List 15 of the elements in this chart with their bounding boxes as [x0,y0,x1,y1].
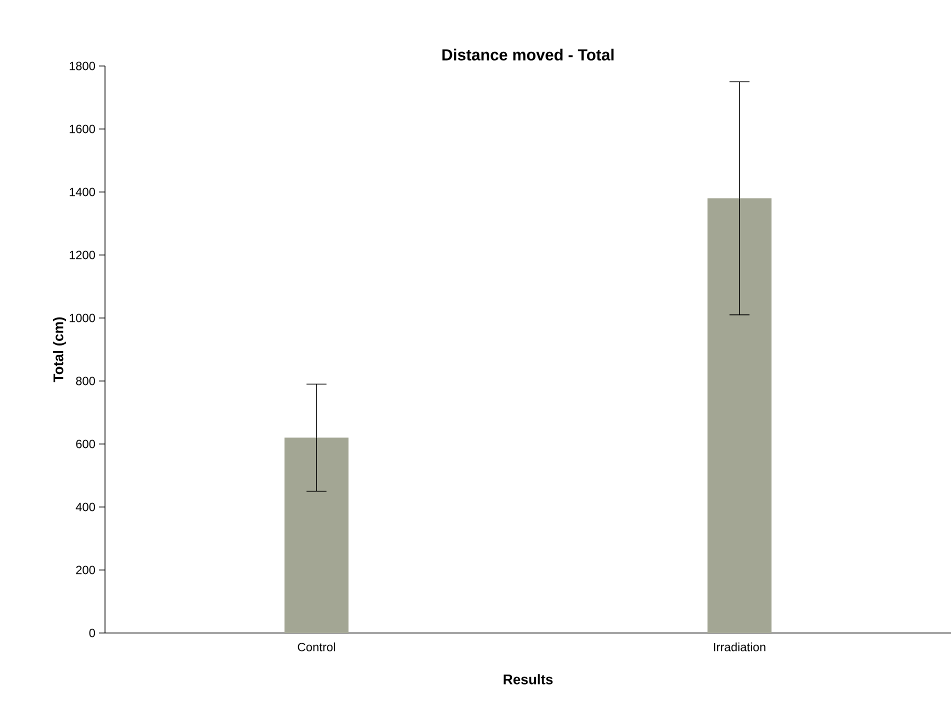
y-tick-label: 400 [76,502,96,512]
y-tick-label: 800 [76,376,96,386]
y-tick-label: 1600 [70,124,96,134]
y-tick-label: 1800 [70,62,96,70]
y-tick-label: 0 [89,628,96,638]
x-tick-label: Control [298,642,335,652]
y-tick-label: 1200 [70,250,96,260]
chart-title: Distance moved - Total [442,48,614,60]
y-tick-label: 1400 [70,188,96,196]
y-tick-label: 1000 [70,314,96,322]
x-tick-label: Irradiation [714,642,766,652]
y-axis-title: Total (cm) [53,317,66,382]
y-tick-label: 600 [76,440,96,448]
x-axis-title: Results [504,674,553,684]
y-tick-label: 200 [76,566,96,574]
